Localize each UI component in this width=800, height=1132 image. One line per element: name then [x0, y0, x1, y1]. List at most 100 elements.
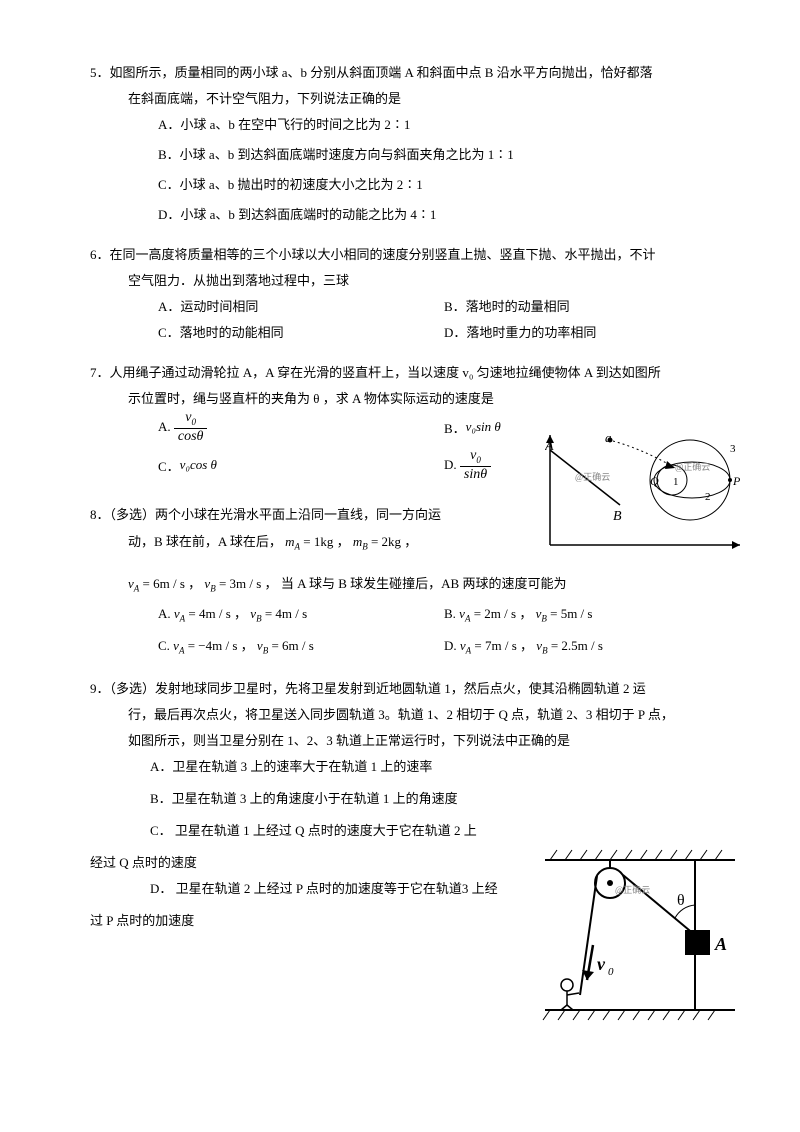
q8-stem3: vA = 6m / s ， vB = 3m / s ， 当 A 球与 B 球发生…: [90, 571, 730, 598]
q8-tail: 当 A 球与 B 球发生碰撞后，AB 两球的速度可能为: [281, 576, 567, 591]
q6-optB: B．落地时的动量相同: [444, 294, 730, 320]
q8c-vBe: = 6m / s: [268, 638, 314, 653]
pulley-theta-label: θ: [677, 892, 685, 909]
q8d-vBe: = 2.5m / s: [548, 638, 603, 653]
q6-optD: D．落地时重力的功率相同: [444, 320, 730, 346]
q5-num: 5．: [90, 65, 110, 80]
q7-optD-frac: v0 sinθ: [460, 448, 491, 482]
q8-options: A. vA = 4m / s ， vB = 4m / s B. vA = 2m …: [90, 598, 730, 662]
q8-optA: A. vA = 4m / s ， vB = 4m / s: [158, 598, 444, 630]
q9-num: 9．: [90, 681, 110, 696]
q8-num: 8．: [90, 507, 110, 522]
q8-mB-eq: = 2kg ，: [368, 534, 418, 549]
q8c-vAe: = −4m / s ，: [184, 638, 256, 653]
question-6: 6．在同一高度将质量相等的三个小球以大小相同的速度分别竖直上抛、竖直下抛、水平抛…: [90, 242, 730, 346]
q8d-vAe: = 7m / s ，: [471, 638, 536, 653]
orbit-watermark: @正确云: [575, 471, 610, 482]
orbit-watermark2: @正确云: [675, 461, 710, 472]
q9-optA: A．卫星在轨道 3 上的速率大于在轨道 1 上的速率: [150, 754, 730, 780]
q7-optB-text: v₀sin θ: [466, 419, 501, 435]
question-5: 5．如图所示，质量相同的两小球 a、b 分别从斜面顶端 A 和斜面中点 B 沿水…: [90, 60, 730, 228]
q7a-den: cosθ: [174, 429, 208, 444]
q5-options: A．小球 a、b 在空中飞行的时间之比为 2∶1 B．小球 a、b 到达斜面底端…: [90, 112, 730, 228]
q7d-den: sinθ: [460, 467, 491, 482]
q7-optC-label: C．: [158, 456, 180, 475]
q6-stem: 6．在同一高度将质量相等的三个小球以大小相同的速度分别竖直上抛、竖直下抛、水平抛…: [90, 242, 730, 268]
q8-optD: D. vA = 7m / s ， vB = 2.5m / s: [444, 630, 730, 662]
q7-optA-frac: v0 cosθ: [174, 410, 208, 444]
q8a-vBe: = 4m / s: [262, 606, 308, 621]
q7-text1: 人用绳子通过动滑轮拉 A，A 穿在光滑的竖直杆上，当以速度 v₀ 匀速地拉绳使物…: [110, 365, 661, 380]
q8b-lbl: B.: [444, 606, 459, 621]
q8d-lbl: D.: [444, 638, 460, 653]
q9d-text: 卫星在轨道 2 上经过 P 点时的加速度等于它在轨道3 上经: [176, 881, 498, 896]
q6-num: 6．: [90, 247, 110, 262]
q5-optC: C．小球 a、b 抛出时的初速度大小之比为 2∶1: [158, 172, 730, 198]
orbit-svg: A B a Q 1 2 3 P @正确云 @正确云: [545, 430, 745, 560]
q9-optB: B．卫星在轨道 3 上的角速度小于在轨道 1 上的角速度: [150, 786, 730, 812]
q7-optA: A. v0 cosθ: [158, 412, 444, 442]
q9c-text: 卫星在轨道 1 上经过 Q 点时的速度大于它在轨道 2 上: [175, 823, 477, 838]
q9-optD: D． 卫星在轨道 2 上经过 P 点时的加速度等于它在轨道3 上经: [150, 876, 540, 902]
q7-stem: 7．人用绳子通过动滑轮拉 A，A 穿在光滑的竖直杆上，当以速度 v₀ 匀速地拉绳…: [90, 360, 730, 386]
q8-mB: m: [353, 534, 362, 549]
q7-optA-label: A.: [158, 419, 171, 435]
q6-options: A．运动时间相同 B．落地时的动量相同 C．落地时的动能相同 D．落地时重力的功…: [90, 294, 730, 346]
pulley-v0-sub: 0: [608, 966, 614, 978]
pulley-watermark: @正确云: [615, 884, 650, 895]
q7-text2: 示位置时，绳与竖直杆的夹角为 θ ，求 A 物体实际运动的速度是: [90, 386, 730, 412]
orbit-Q-label: Q: [650, 474, 659, 488]
q5-text2: 在斜面底端，不计空气阻力，下列说法正确的是: [90, 86, 730, 112]
orbit-3-label: 3: [730, 443, 736, 455]
q9d-lbl: D．: [150, 881, 176, 896]
q8-text1: （多选）两个小球在光滑水平面上沿同一直线，同一方向运: [110, 507, 442, 522]
pulley-svg: θ A v 0 @正确云: [535, 845, 745, 1025]
orbit-P-label: P: [732, 474, 741, 488]
q7-optB-label: B．: [444, 418, 466, 437]
q6-optC: C．落地时的动能相同: [158, 320, 444, 346]
q7-num: 7．: [90, 365, 110, 380]
q6-text2: 空气阻力．从抛出到落地过程中，三球: [90, 268, 730, 294]
q8a-vAe: = 4m / s ，: [185, 606, 250, 621]
orbit-B-label: B: [613, 509, 622, 524]
orbit-1-label: 1: [673, 476, 679, 488]
q9-options: A．卫星在轨道 3 上的速率大于在轨道 1 上的速率 B．卫星在轨道 3 上的角…: [90, 754, 730, 844]
q8-stem2: 动，B 球在前，A 球在后， mA = 1kg ， mB = 2kg ，: [90, 528, 480, 557]
q8b-vBe: = 5m / s: [547, 606, 593, 621]
q7-optD-label: D.: [444, 457, 457, 473]
orbit-figure: A B a Q 1 2 3 P @正确云 @正确云: [545, 430, 745, 560]
q8-optB: B. vA = 2m / s ， vB = 5m / s: [444, 598, 730, 630]
q8-vB-eq: = 3m / s ，: [216, 576, 278, 591]
q5-text1: 如图所示，质量相同的两小球 a、b 分别从斜面顶端 A 和斜面中点 B 沿水平方…: [110, 65, 653, 80]
orbit-2-label: 2: [705, 491, 711, 503]
q8-optC: C. vA = −4m / s ， vB = 6m / s: [158, 630, 444, 662]
q8-mA-eq: = 1kg ，: [300, 534, 350, 549]
q6-text1: 在同一高度将质量相等的三个小球以大小相同的速度分别竖直上抛、竖直下抛、水平抛出，…: [110, 247, 656, 262]
q8b-vAe: = 2m / s ，: [470, 606, 535, 621]
q7d-sub: 0: [476, 455, 481, 465]
q9c-lbl: C．: [150, 823, 175, 838]
q9-optC: C． 卫星在轨道 1 上经过 Q 点时的速度大于它在轨道 2 上: [150, 818, 540, 844]
orbit-a-label: a: [605, 430, 612, 445]
q9-text2: 行，最后再次点火，将卫星送入同步圆轨道 3。轨道 1、2 相切于 Q 点，轨道 …: [90, 702, 730, 728]
q7-optC: C． v₀cos θ: [158, 450, 444, 480]
q5-optB: B．小球 a、b 到达斜面底端时速度方向与斜面夹角之比为 1∶1: [158, 142, 730, 168]
q5-optD: D．小球 a、b 到达斜面底端时的动能之比为 4∶1: [158, 202, 730, 228]
q8a-lbl: A.: [158, 606, 174, 621]
q8-vA-eq: = 6m / s ，: [139, 576, 201, 591]
q6-optA: A．运动时间相同: [158, 294, 444, 320]
pulley-A-label: A: [714, 934, 727, 954]
q7a-sub: 0: [192, 417, 197, 427]
pulley-v-label: v: [597, 954, 606, 974]
q8c-lbl: C.: [158, 638, 173, 653]
q8-stem1: 8．（多选）两个小球在光滑水平面上沿同一直线，同一方向运: [90, 502, 480, 528]
pulley-figure: θ A v 0 @正确云: [535, 845, 745, 1025]
q5-optA: A．小球 a、b 在空中飞行的时间之比为 2∶1: [158, 112, 730, 138]
q9-text3: 如图所示，则当卫星分别在 1、2、3 轨道上正常运行时，下列说法中正确的是: [90, 728, 730, 754]
q9-text1: （多选）发射地球同步卫星时，先将卫星发射到近地圆轨道 1，然后点火，使其沿椭圆轨…: [110, 681, 646, 696]
q9-stem1: 9．（多选）发射地球同步卫星时，先将卫星发射到近地圆轨道 1，然后点火，使其沿椭…: [90, 676, 730, 702]
q8-text2a: 动，B 球在前，A 球在后，: [128, 534, 282, 549]
q7-optC-text: v₀cos θ: [180, 457, 217, 473]
orbit-A-label: A: [545, 439, 554, 454]
q5-stem: 5．如图所示，质量相同的两小球 a、b 分别从斜面顶端 A 和斜面中点 B 沿水…: [90, 60, 730, 86]
